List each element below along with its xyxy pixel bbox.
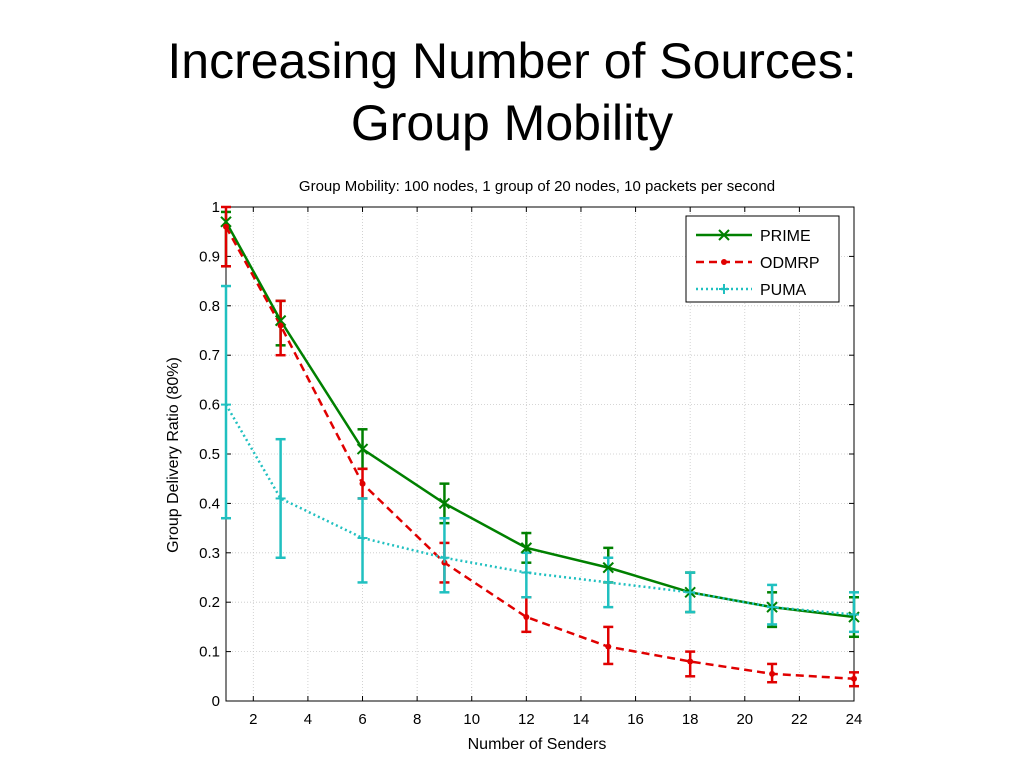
y-tick-label: 0 <box>212 693 220 710</box>
axis-ticks: 2 4 6 8 10 12 14 16 18 20 22 2400.10.20.30.40.50.60… <box>199 199 862 728</box>
slide-title-line2: Group Mobility <box>350 95 674 151</box>
series-line <box>224 226 855 681</box>
data-point <box>769 670 776 677</box>
y-tick-label: 0.9 <box>199 248 220 265</box>
x-tick-label: 2 <box>249 711 257 728</box>
legend-label: ODMRP <box>760 255 820 272</box>
data-point <box>767 602 778 613</box>
y-tick-label: 0.8 <box>199 298 220 315</box>
y-tick-label: 0.6 <box>199 397 220 414</box>
y-tick-label: 0.2 <box>199 594 220 611</box>
chart-title: Group Mobility: 100 nodes, 1 group of 20… <box>299 178 775 195</box>
legend-label: PRIME <box>760 228 811 245</box>
slide-title: Increasing Number of Sources: Group Mobi… <box>0 30 1024 154</box>
chart-legend: PRIME ODMRP PUMA <box>685 215 840 303</box>
data-point <box>685 587 696 598</box>
data-point <box>274 314 287 327</box>
data-point <box>603 577 614 588</box>
y-tick-label: 0.4 <box>199 495 220 512</box>
x-tick-label: 12 <box>518 711 535 728</box>
data-point <box>721 259 727 265</box>
x-tick-label: 14 <box>573 711 590 728</box>
data-point <box>357 532 368 543</box>
data-point <box>851 675 857 682</box>
data-point <box>438 497 451 510</box>
data-point <box>356 443 369 455</box>
data-point <box>687 658 694 665</box>
x-tick-label: 18 <box>682 711 699 728</box>
data-point <box>523 614 530 621</box>
x-tick-label: 8 <box>413 711 421 728</box>
x-tick-label: 22 <box>791 711 808 728</box>
legend-item: PRIME <box>696 228 811 245</box>
data-point <box>275 493 286 504</box>
x-axis-label: Number of Senders <box>468 736 607 753</box>
data-point <box>602 561 614 574</box>
x-tick-label: 16 <box>627 711 644 728</box>
legend-item: ODMRP <box>696 255 820 272</box>
error-bar <box>221 205 231 268</box>
x-tick-label: 6 <box>358 711 366 728</box>
y-axis-label: Group Delivery Ratio (80%) <box>165 357 182 553</box>
data-point <box>439 552 450 563</box>
x-tick-label: 20 <box>736 711 753 728</box>
y-tick-label: 0.3 <box>199 545 220 562</box>
legend-box <box>685 215 840 303</box>
data-point <box>719 284 729 294</box>
data-point <box>359 480 366 487</box>
data-point <box>221 399 231 410</box>
slide-title-line1: Increasing Number of Sources: <box>167 33 857 89</box>
data-point <box>849 609 859 620</box>
data-point <box>277 322 284 329</box>
data-point <box>220 216 232 228</box>
x-tick-label: 10 <box>463 711 480 728</box>
data-point <box>521 567 532 578</box>
data-point <box>520 542 533 554</box>
series-markers <box>220 216 860 682</box>
y-tick-label: 0.1 <box>199 644 220 661</box>
x-tick-label: 24 <box>846 711 863 728</box>
legend-item: PUMA <box>696 282 807 299</box>
data-point <box>223 223 229 230</box>
x-tick-label: 4 <box>304 711 312 728</box>
legend-label: PUMA <box>760 282 807 299</box>
y-tick-label: 1 <box>212 199 220 216</box>
series-line <box>224 403 855 616</box>
data-point <box>605 643 612 650</box>
data-point <box>718 229 730 241</box>
y-tick-label: 0.5 <box>199 446 220 463</box>
y-tick-label: 0.7 <box>199 347 220 364</box>
